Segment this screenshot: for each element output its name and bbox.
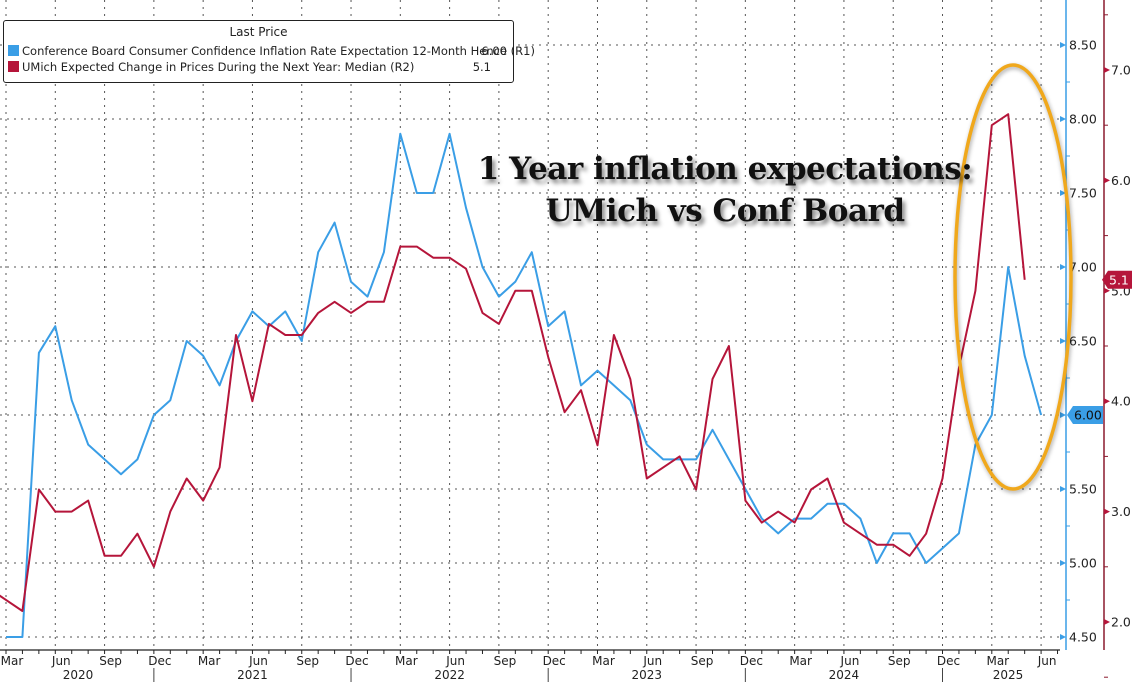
r1-tick-marker [1060,42,1066,48]
legend-entry-conf-board: Conference Board Consumer Confidence Inf… [8,43,535,59]
legend-label: UMich Expected Change in Prices During t… [22,60,415,74]
r2-tick-label: 3.0 [1111,504,1131,519]
chart-title: 1 Year inflation expectations: UMich vs … [470,148,980,232]
chart-title-line-1: 1 Year inflation expectations: [477,151,973,187]
r2-tick-marker [1104,398,1110,405]
r2-tick-label: 4.0 [1111,394,1131,409]
x-tick-label: Mar [592,654,615,668]
r1-tick-label: 8.50 [1069,38,1097,53]
x-tick-label: Dec [937,654,960,668]
x-tick-label: Jun [1037,654,1057,668]
x-tick-label: Jun [642,654,662,668]
r1-tick-label: 4.50 [1069,630,1097,645]
legend-swatch-blue [8,45,19,56]
r1-last-value-tag-text: 6.00 [1074,408,1102,423]
conf-board-line [6,132,1043,638]
legend-swatch-red [8,61,19,72]
x-axis: Mar Jun Sep Dec Mar Jun Sep Dec Mar Jun Sep Dec Mar J… [0,649,1060,682]
x-tick-label: Sep [691,654,714,668]
year-label: 2023 [631,668,662,682]
x-tick-label: Jun [840,654,860,668]
r2-last-value-tag-bg [1102,270,1132,289]
x-tick-label: Mar [395,654,418,668]
x-tick-label: Mar [789,654,812,668]
x-tick-label: Mar [198,654,221,668]
x-tick-label: Sep [888,654,911,668]
r1-tick-label: 5.50 [1069,482,1097,497]
r2-tick-marker [1104,67,1110,73]
x-tick-label: Mar [1,654,24,668]
chart-title-line-2: UMich vs Conf Board [545,193,905,229]
legend-last-value: 6.00 [481,44,507,58]
r2-tick-label: 2.0 [1111,615,1131,630]
year-label: 2025 [993,668,1024,682]
gridlines [0,0,1060,650]
r1-tick-label: 6.50 [1069,334,1097,349]
r2-last-value-tag-text: 5.1 [1109,272,1129,287]
x-tick-label: Jun [248,654,268,668]
x-tick-label: Jun [445,654,465,668]
x-tick-label: Dec [345,654,368,668]
r1-tick-marker [1060,486,1066,492]
r2-tick-label: 6.0 [1111,173,1131,188]
x-tick-label: Jun [51,654,71,668]
x-tick-label: Sep [99,654,122,668]
r1-tick-label: 7.00 [1069,260,1097,275]
legend-header: Last Price [229,25,288,39]
r1-tick-label: 5.00 [1069,556,1097,571]
r1-axis: 8.508.007.507.006.506.005.505.004.50 [1060,0,1097,650]
r1-tick-marker [1060,338,1066,344]
legend-last-value: 5.1 [472,60,491,74]
x-tick-label: Mar [986,654,1009,668]
series-lines [0,113,1043,638]
r2-tick-marker [1104,508,1110,515]
r1-tick-marker [1060,190,1066,196]
r1-last-value-tag-bg [1067,406,1103,424]
x-tick-label: Sep [494,654,517,668]
r2-axis: 7.06.05.04.03.02.0 [1103,0,1131,678]
r2-tick-marker [1104,177,1110,184]
legend: Last Price Conference Board Consumer Con… [3,20,535,83]
highlight-ellipse [953,63,1073,491]
year-label: 2022 [434,668,465,682]
x-tick-label: Dec [148,654,171,668]
year-label: 2021 [237,668,268,682]
r1-tick-marker [1060,634,1066,640]
r1-tick-marker [1060,560,1066,566]
year-label: 2024 [829,668,860,682]
x-tick-label: Sep [296,654,319,668]
r1-tick-marker [1060,116,1066,122]
r2-tick-label: 7.0 [1111,63,1131,78]
r2-tick-marker [1104,287,1110,294]
last-value-tags: 6.00 5.1 [1067,270,1132,424]
umich-line [0,113,1026,612]
r1-tick-marker [1060,412,1066,418]
x-tick-label: Dec [740,654,763,668]
legend-entry-umich: UMich Expected Change in Prices During t… [8,59,507,75]
legend-label: Conference Board Consumer Confidence Inf… [22,44,535,58]
r2-tick-marker [1104,619,1110,625]
r1-tick-label: 7.50 [1069,186,1097,201]
r1-tick-marker [1060,264,1066,270]
year-label: 2020 [63,668,94,682]
x-tick-label: Dec [543,654,566,668]
r1-tick-label: 8.00 [1069,112,1097,127]
